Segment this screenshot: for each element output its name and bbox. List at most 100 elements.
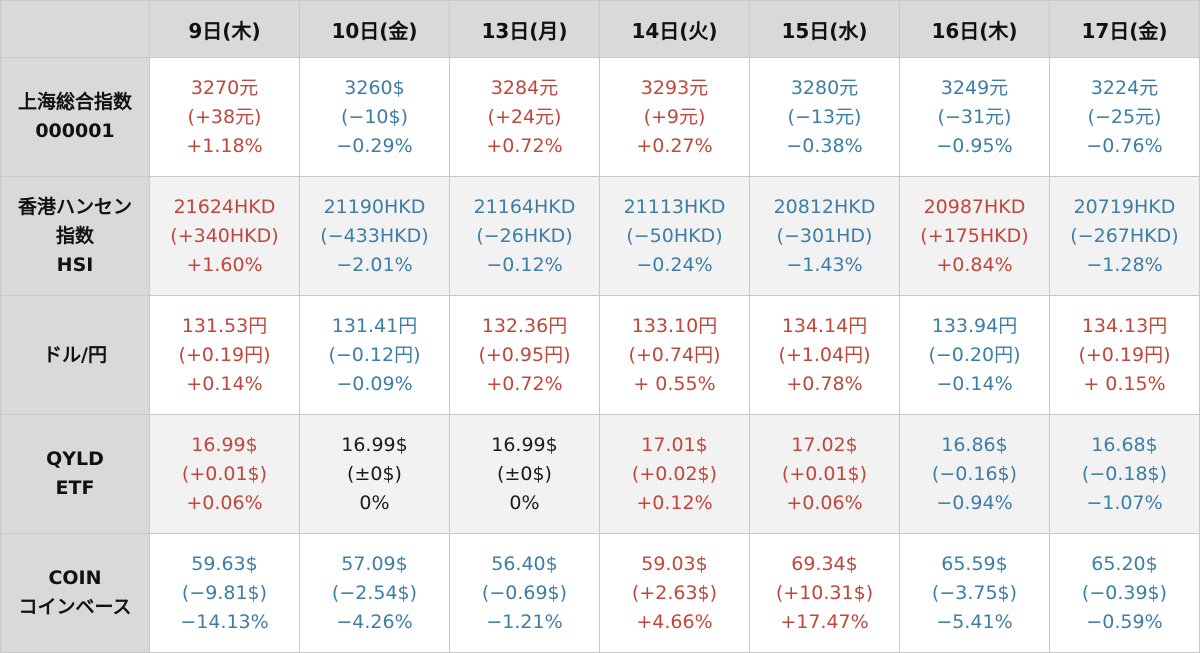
data-cell: 134.14円 (+1.04円) +0.78% [749, 295, 900, 415]
change-percent: +17.47% [780, 610, 869, 633]
change-percent: −1.21% [486, 610, 563, 633]
change-percent: +0.84% [936, 253, 1013, 276]
data-cell: 3293元 (+9元) +0.27% [599, 57, 750, 177]
price-value: 16.99$ [491, 433, 558, 456]
change-percent: +0.12% [636, 491, 713, 514]
data-cell: 17.01$ (+0.02$) +0.12% [599, 414, 750, 534]
row-header: ドル/円 [0, 295, 150, 415]
change-amount: (−3.75$) [931, 581, 1018, 604]
change-amount: (−0.69$) [481, 581, 568, 604]
data-cell: 16.99$ (±0$) 0% [299, 414, 450, 534]
change-amount: (−26HKD) [476, 224, 573, 247]
price-value: 59.03$ [641, 552, 708, 575]
price-value: 16.99$ [191, 433, 258, 456]
change-amount: (+9元) [643, 105, 706, 128]
change-amount: (−9.81$) [181, 581, 268, 604]
price-value: 134.13円 [1081, 314, 1168, 337]
change-amount: (+175HKD) [920, 224, 1029, 247]
data-cell: 134.13円 (+0.19円) + 0.15% [1049, 295, 1200, 415]
data-cell: 132.36円 (+0.95円) +0.72% [449, 295, 600, 415]
change-amount: (−25元) [1087, 105, 1162, 128]
price-value: 16.86$ [941, 433, 1008, 456]
row-label-line: ETF [55, 477, 95, 499]
data-cell: 16.99$ (+0.01$) +0.06% [149, 414, 300, 534]
price-value: 20719HKD [1073, 195, 1176, 218]
change-percent: −14.13% [180, 610, 269, 633]
change-amount: (+38元) [187, 105, 262, 128]
change-percent: −0.24% [636, 253, 713, 276]
change-percent: −2.01% [336, 253, 413, 276]
price-value: 17.01$ [641, 433, 708, 456]
change-amount: (−0.12円) [328, 343, 421, 366]
col-header: 9日(木) [149, 0, 300, 58]
row-header: 上海総合指数 000001 [0, 57, 150, 177]
price-value: 3270元 [190, 76, 259, 99]
price-value: 69.34$ [791, 552, 858, 575]
change-amount: (+0.74円) [628, 343, 721, 366]
change-percent: +0.14% [186, 372, 263, 395]
corner-cell [0, 0, 150, 58]
change-percent: −0.95% [936, 134, 1013, 157]
change-percent: +0.27% [636, 134, 713, 157]
price-value: 133.10円 [631, 314, 718, 337]
change-percent: −0.76% [1086, 134, 1163, 157]
change-percent: +0.78% [786, 372, 863, 395]
data-cell: 57.09$ (−2.54$) −4.26% [299, 533, 450, 653]
change-amount: (±0$) [347, 462, 402, 485]
price-value: 17.02$ [791, 433, 858, 456]
price-value: 16.68$ [1091, 433, 1158, 456]
change-amount: (+0.19円) [178, 343, 271, 366]
table-row: 上海総合指数 000001 3270元 (+38元) +1.18% 3260$ (−10$)… [0, 57, 1200, 177]
row-label-line: QYLD [46, 448, 104, 470]
data-cell: 20987HKD (+175HKD) +0.84% [899, 176, 1050, 296]
change-percent: −0.09% [336, 372, 413, 395]
data-cell: 3280元 (−13元) −0.38% [749, 57, 900, 177]
change-percent: −0.12% [486, 253, 563, 276]
price-value: 65.59$ [941, 552, 1008, 575]
price-value: 132.36円 [481, 314, 568, 337]
change-percent: 0% [509, 491, 540, 514]
price-value: 3260$ [344, 76, 405, 99]
change-percent: −1.07% [1086, 491, 1163, 514]
change-amount: (+2.63$) [631, 581, 718, 604]
price-value: 21113HKD [623, 195, 726, 218]
col-header: 16日(木) [899, 0, 1050, 58]
change-percent: −4.26% [336, 610, 413, 633]
change-percent: −1.28% [1086, 253, 1163, 276]
price-value: 21624HKD [173, 195, 276, 218]
data-cell: 69.34$ (+10.31$) +17.47% [749, 533, 900, 653]
change-percent: −0.38% [786, 134, 863, 157]
change-percent: +0.72% [486, 372, 563, 395]
data-cell: 133.94円 (−0.20円) −0.14% [899, 295, 1050, 415]
change-percent: −5.41% [936, 610, 1013, 633]
price-value: 131.41円 [331, 314, 418, 337]
data-cell: 131.53円 (+0.19円) +0.14% [149, 295, 300, 415]
change-percent: +4.66% [636, 610, 713, 633]
change-amount: (−301HD) [776, 224, 873, 247]
change-amount: (+340HKD) [170, 224, 279, 247]
data-cell: 20812HKD (−301HD) −1.43% [749, 176, 900, 296]
change-amount: (+0.95円) [478, 343, 571, 366]
data-cell: 3224元 (−25元) −0.76% [1049, 57, 1200, 177]
data-cell: 59.03$ (+2.63$) +4.66% [599, 533, 750, 653]
data-cell: 16.99$ (±0$) 0% [449, 414, 600, 534]
col-header: 15日(水) [749, 0, 900, 58]
data-cell: 3270元 (+38元) +1.18% [149, 57, 300, 177]
price-value: 65.20$ [1091, 552, 1158, 575]
data-cell: 21113HKD (−50HKD) −0.24% [599, 176, 750, 296]
row-header: COIN コインベース [0, 533, 150, 653]
change-percent: +0.06% [786, 491, 863, 514]
data-cell: 20719HKD (−267HKD) −1.28% [1049, 176, 1200, 296]
data-cell: 131.41円 (−0.12円) −0.09% [299, 295, 450, 415]
change-amount: (−0.16$) [931, 462, 1018, 485]
col-header: 14日(火) [599, 0, 750, 58]
price-value: 57.09$ [341, 552, 408, 575]
row-label-line: 000001 [35, 120, 115, 142]
data-cell: 3249元 (−31元) −0.95% [899, 57, 1050, 177]
col-header: 10日(金) [299, 0, 450, 58]
row-label-line: ドル/円 [43, 343, 107, 366]
data-cell: 16.86$ (−0.16$) −0.94% [899, 414, 1050, 534]
table-row: COIN コインベース 59.63$ (−9.81$) −14.13% 57.09$ (−2… [0, 533, 1200, 653]
data-cell: 3260$ (−10$) −0.29% [299, 57, 450, 177]
